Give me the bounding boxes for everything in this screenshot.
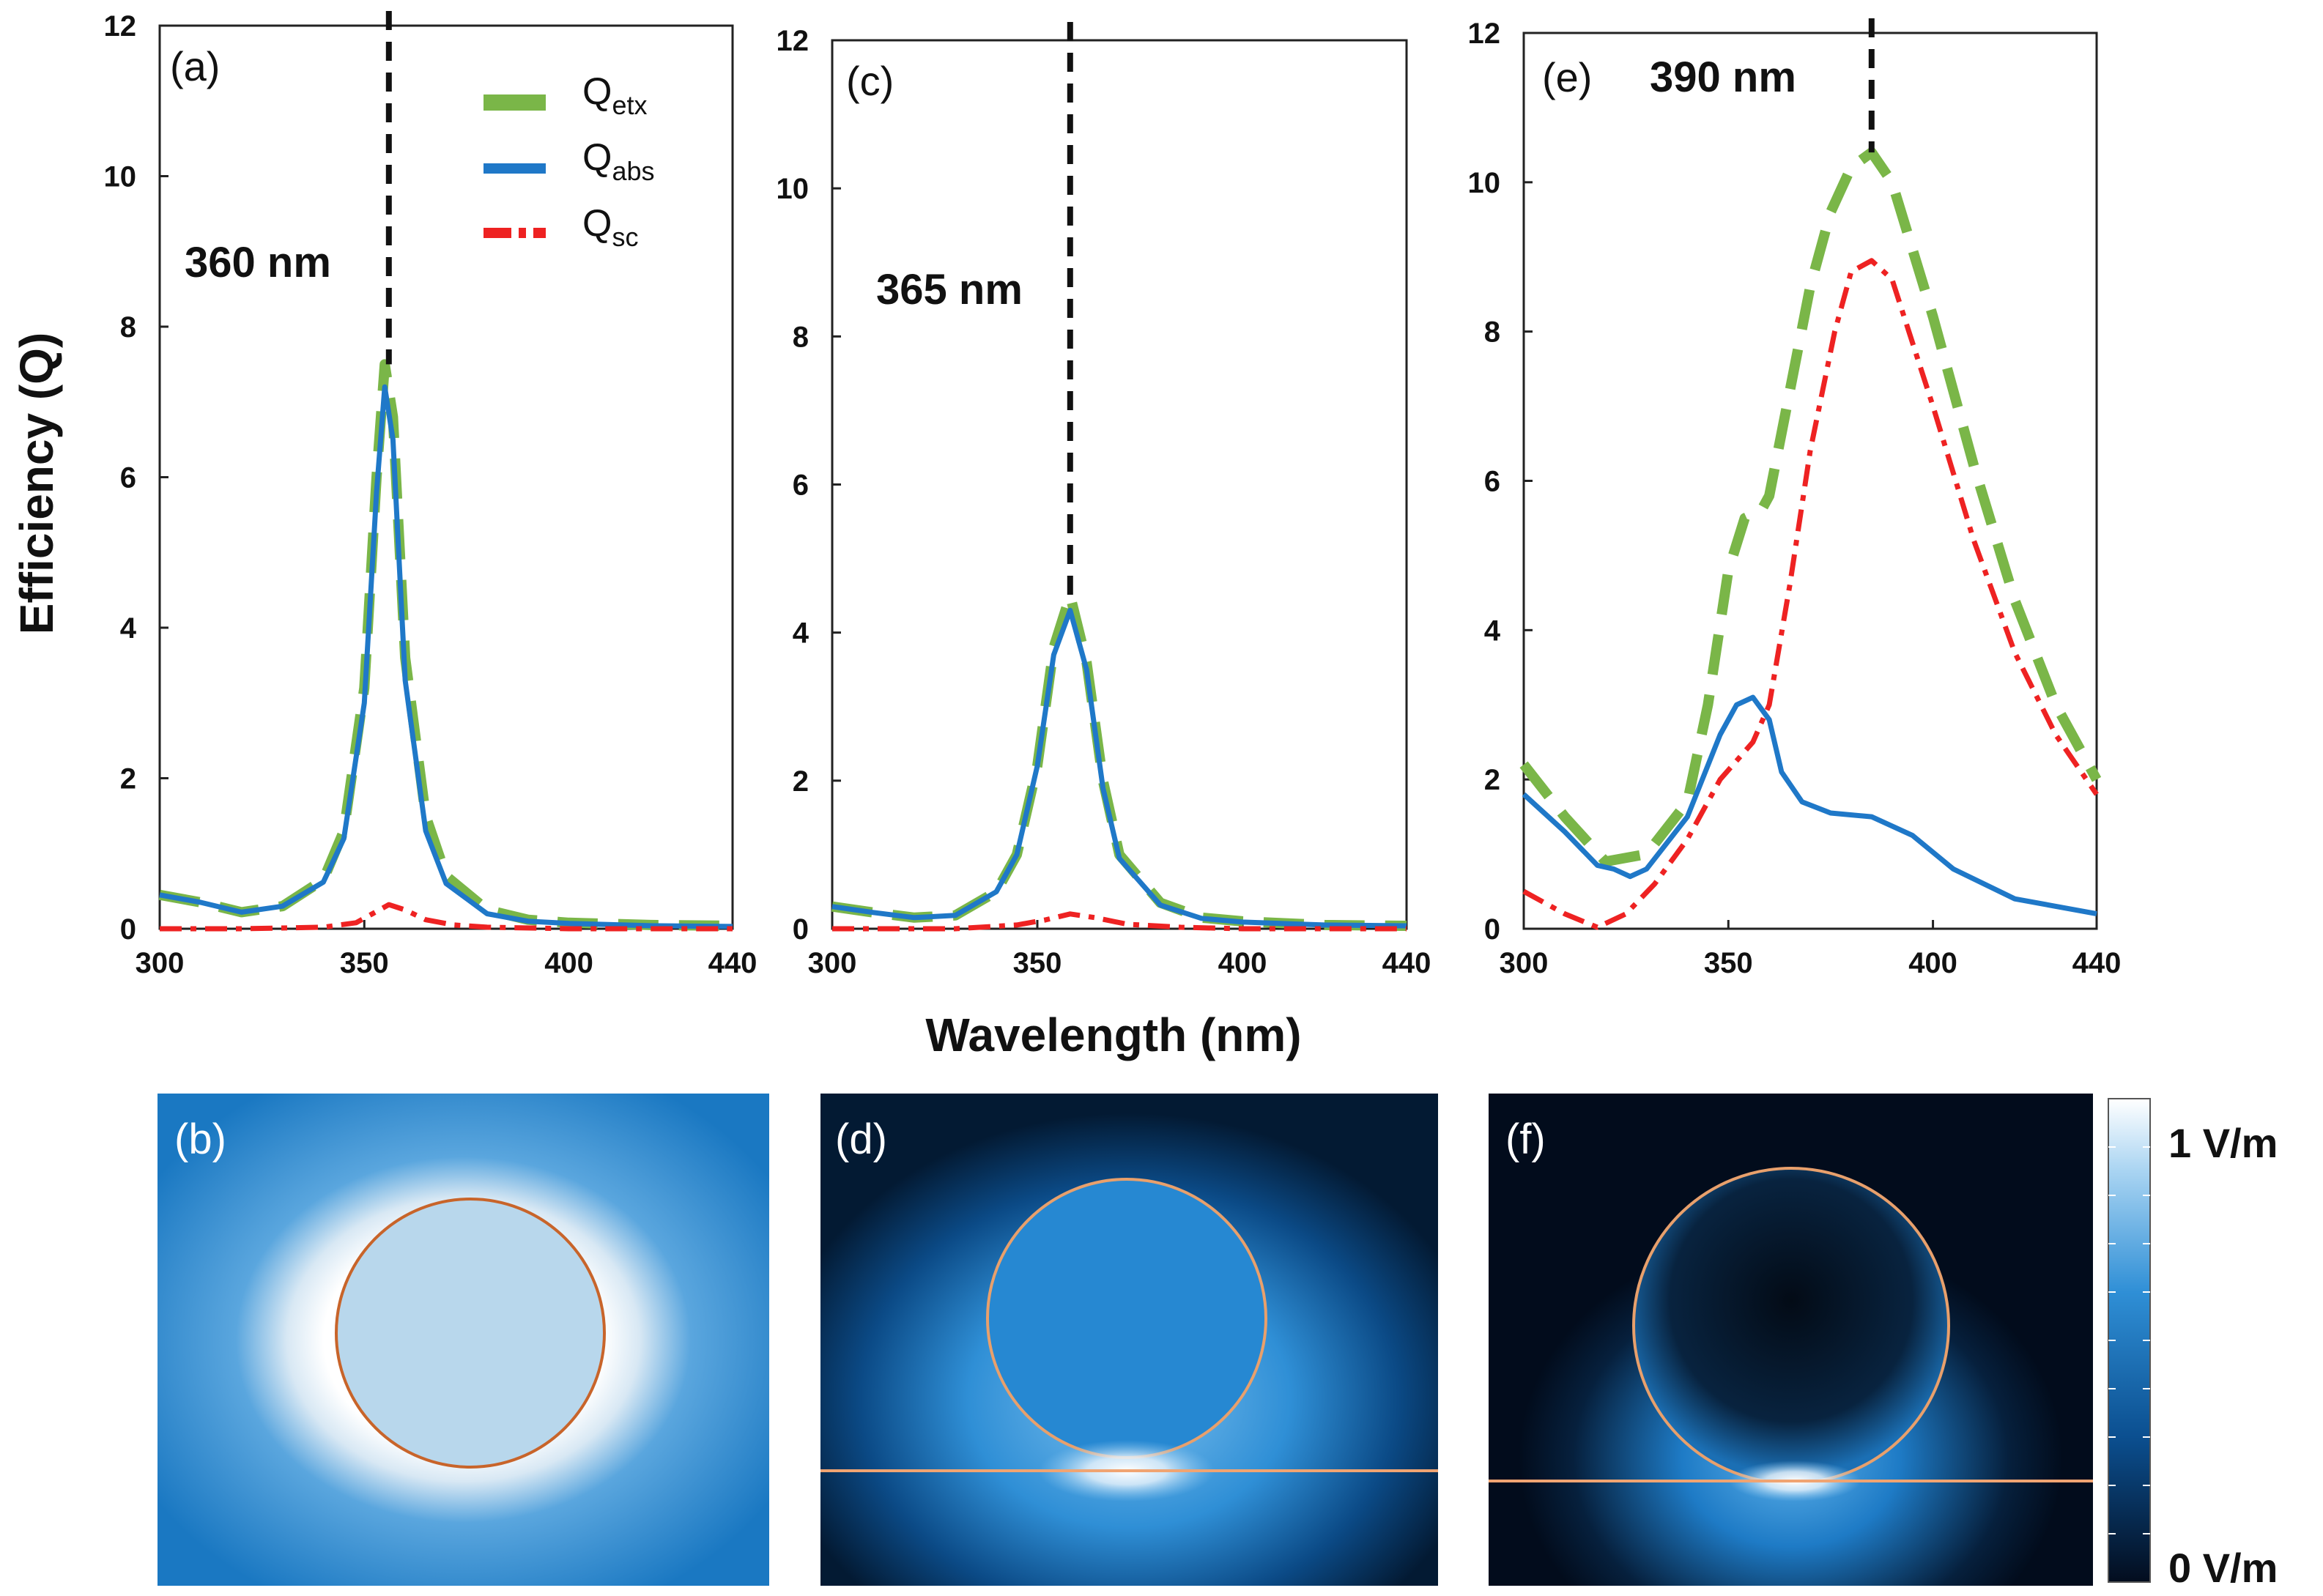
spectrum-panel-a: 300 350 400 440 0 2 4 6 8 10 12 (a) 360 nm	[104, 10, 757, 979]
x-tick-label: 300	[136, 947, 185, 979]
y-tick-label: 12	[104, 10, 137, 42]
y-tick-label: 4	[1484, 615, 1501, 647]
colorbar: 1 V/m 0 V/m	[2108, 1098, 2278, 1591]
y-tick-label: 12	[1468, 18, 1501, 50]
x-tick-label: 350	[340, 947, 389, 979]
panel-label-d: (d)	[835, 1116, 887, 1163]
x-tick-label: 300	[1500, 947, 1549, 979]
y-axis-title: Efficiency (Q)	[10, 333, 63, 635]
y-tick-label: 4	[793, 617, 809, 650]
peak-label: 390 nm	[1650, 53, 1796, 101]
colorbar-max-label: 1 V/m	[2168, 1120, 2278, 1166]
y-tick-label: 0	[1484, 913, 1500, 946]
x-tick-label: 440	[2072, 947, 2122, 979]
panel-label-b: (b)	[174, 1116, 226, 1163]
x-tick-label: 440	[708, 947, 757, 979]
legend-label-abs: Qabs	[582, 136, 655, 186]
field-map-d: (d)	[820, 1094, 1438, 1586]
particle-circle	[335, 1198, 606, 1469]
plot-frame	[831, 39, 1408, 930]
x-tick-label: 350	[1013, 947, 1062, 979]
series-qsc-line	[1522, 258, 2099, 930]
y-tick-label: 0	[120, 913, 136, 946]
y-tick-label: 6	[1484, 466, 1500, 498]
y-tick-label: 2	[793, 765, 809, 798]
panel-label-c: (c)	[846, 58, 894, 104]
legend-label-etx: Qetx	[582, 70, 647, 120]
spectrum-panel-e: 300 350 400 440 0 2 4 6 8 10 12 (e) 390 nm	[1468, 18, 2122, 979]
series-qabs-line	[831, 607, 1407, 929]
series-qabs-line	[159, 384, 733, 929]
x-tick-label: 440	[1382, 947, 1431, 979]
panel-label-f: (f)	[1505, 1116, 1546, 1163]
y-tick-label: 12	[777, 25, 809, 57]
y-tick-label: 6	[120, 462, 136, 494]
x-tick-label: 350	[1704, 947, 1753, 979]
field-map-f: (f)	[1489, 1094, 2093, 1586]
y-tick-label: 6	[793, 469, 809, 502]
y-tick-label: 10	[104, 161, 137, 193]
series-qsc-line	[832, 911, 1407, 932]
particle-circle	[1632, 1167, 1950, 1485]
x-tick-label: 400	[1218, 947, 1267, 979]
x-tick-label: 400	[1908, 947, 1957, 979]
y-tick-label: 8	[120, 311, 136, 344]
x-tick-label: 400	[544, 947, 593, 979]
y-tick-label: 8	[793, 321, 809, 353]
x-tick-label: 300	[808, 947, 857, 979]
peak-label: 360 nm	[185, 239, 331, 286]
series-qabs-line	[1522, 694, 2097, 917]
panel-label-e: (e)	[1542, 54, 1592, 100]
series-qsc-line	[160, 902, 733, 932]
spectrum-panel-c: 300 350 400 440 0 2 4 6 8 10 12 (c) 365 nm	[777, 22, 1431, 979]
particle-circle	[986, 1178, 1267, 1459]
y-tick-label: 4	[120, 612, 137, 645]
panel-label-a: (a)	[170, 43, 220, 89]
y-tick-label: 10	[777, 173, 809, 205]
series-qext-line	[831, 590, 1407, 931]
legend: Qetx Qabs Qsc	[484, 70, 655, 252]
colorbar-min-label: 0 V/m	[2168, 1545, 2278, 1591]
y-tick-label: 2	[1484, 764, 1500, 796]
plot-frame	[1522, 31, 2098, 930]
x-axis-title: Wavelength (nm)	[925, 1009, 1301, 1061]
legend-label-sc: Qsc	[582, 202, 638, 252]
y-tick-label: 10	[1468, 167, 1501, 199]
y-tick-label: 8	[1484, 316, 1500, 349]
series-qext-line	[158, 359, 733, 931]
field-map-b: (b)	[158, 1094, 769, 1586]
y-tick-label: 0	[793, 913, 809, 946]
y-tick-label: 2	[120, 763, 136, 795]
series-qext-line	[1519, 147, 2102, 867]
peak-label: 365 nm	[876, 266, 1023, 313]
